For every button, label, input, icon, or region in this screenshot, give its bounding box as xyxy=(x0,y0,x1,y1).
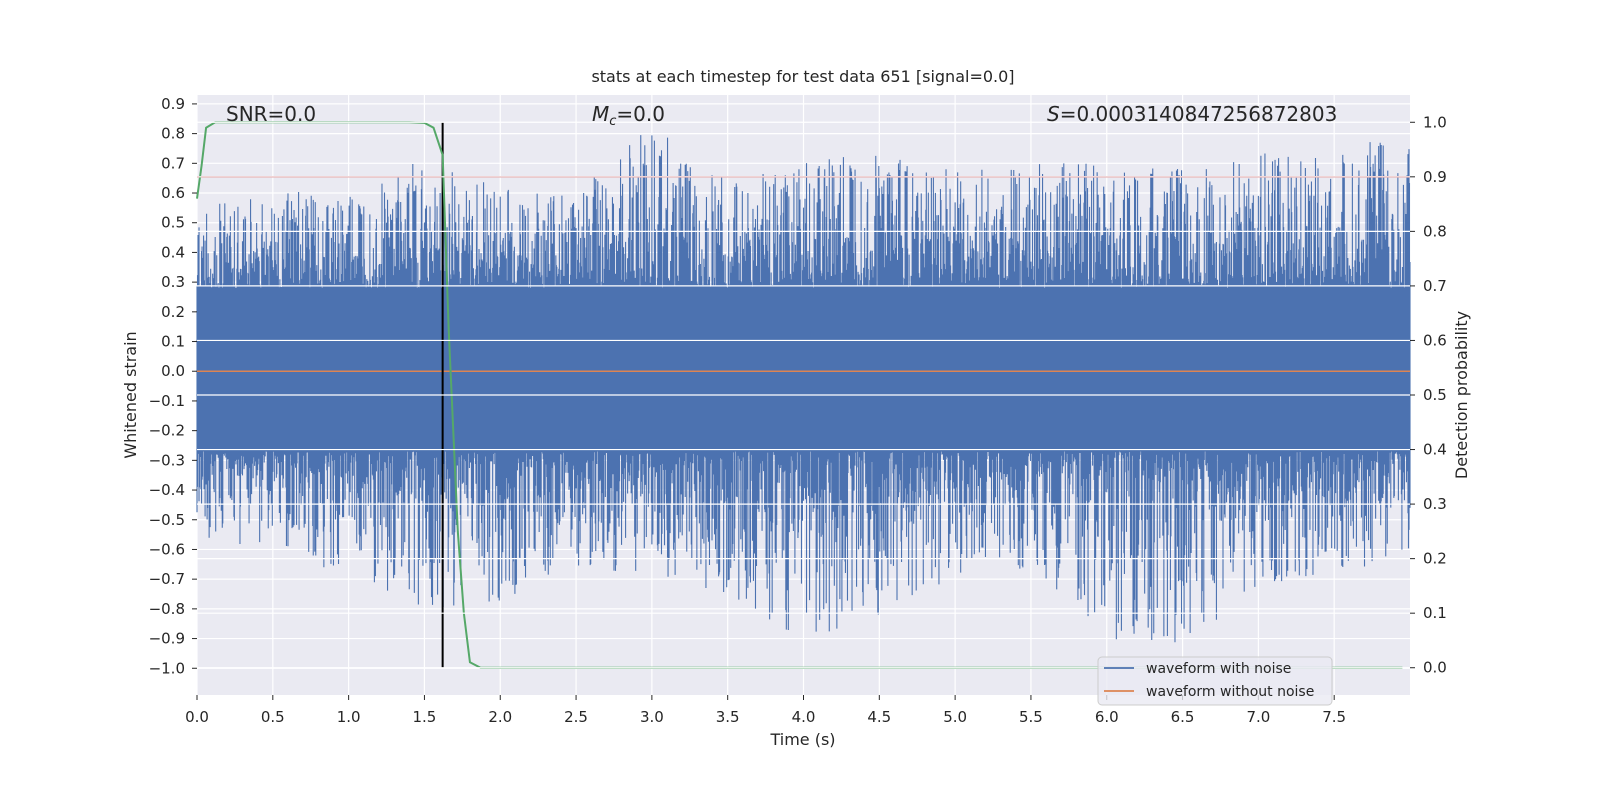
legend: waveform with noise waveform without noi… xyxy=(1097,656,1333,706)
left-y-tick-label: −0.6 xyxy=(149,540,185,558)
left-y-tick-label: 0.5 xyxy=(161,214,185,232)
x-tick-label: 0.5 xyxy=(261,708,285,726)
right-y-tick-label: 0.4 xyxy=(1423,441,1447,459)
left-y-tick-label: −0.7 xyxy=(149,570,185,588)
right-y-tick-label: 0.1 xyxy=(1423,604,1447,622)
right-y-axis-ticks: 1.0 0.9 0.8 0.7 0.6 0.5 0.4 0.3 0.2 0.1 0.0 xyxy=(1410,113,1447,677)
x-axis-ticks: 0.0 0.5 1.0 1.5 2.0 2.5 3.0 3.5 4.0 4.5 5.0 5.5 6.0 6… xyxy=(185,695,1346,726)
left-y-tick-label: 0.2 xyxy=(161,303,185,321)
left-y-tick-label: −0.5 xyxy=(149,511,185,529)
x-tick-label: 5.5 xyxy=(1019,708,1043,726)
mc-symbol: M xyxy=(592,102,609,126)
left-y-tick-label: −0.9 xyxy=(149,630,185,648)
left-y-tick-label: −0.8 xyxy=(149,600,185,618)
right-y-tick-label: 0.5 xyxy=(1423,386,1447,404)
left-y-axis-label: Whitened strain xyxy=(121,331,140,458)
legend-label-clean: waveform without noise xyxy=(1146,684,1314,700)
left-y-tick-label: 0.3 xyxy=(161,273,185,291)
x-tick-label: 2.5 xyxy=(564,708,588,726)
right-y-tick-label: 1.0 xyxy=(1423,113,1447,131)
x-tick-label: 3.5 xyxy=(716,708,740,726)
waveform-with-noise-series xyxy=(196,135,1411,643)
left-y-tick-label: 0.6 xyxy=(161,184,185,202)
left-y-tick-label: −0.1 xyxy=(149,392,185,410)
s-value: =0.000314084725687280​3 xyxy=(1060,102,1338,126)
left-y-tick-label: 0.8 xyxy=(161,125,185,143)
snr-annotation: SNR=0.0 xyxy=(226,102,316,126)
x-tick-label: 0.0 xyxy=(185,708,209,726)
x-tick-label: 5.0 xyxy=(943,708,967,726)
left-y-tick-label: 0.7 xyxy=(161,154,185,172)
right-y-tick-label: 0.8 xyxy=(1423,222,1447,240)
right-y-tick-label: 0.6 xyxy=(1423,331,1447,349)
left-y-tick-label: −0.3 xyxy=(149,451,185,469)
left-y-tick-label: 0.0 xyxy=(161,362,185,380)
x-tick-label: 7.0 xyxy=(1246,708,1270,726)
x-tick-label: 1.5 xyxy=(413,708,437,726)
mc-annotation: Mc=0.0 xyxy=(592,102,665,129)
left-y-tick-label: −0.4 xyxy=(149,481,185,499)
right-y-axis-label: Detection probability xyxy=(1452,311,1471,479)
s-annotation: S=0.000314084725687280​3 xyxy=(1047,102,1337,126)
left-y-tick-label: −0.2 xyxy=(149,422,185,440)
x-axis-label: Time (s) xyxy=(769,730,835,749)
mc-value: =0.0 xyxy=(616,102,665,126)
right-y-tick-label: 0.2 xyxy=(1423,550,1447,568)
legend-label-noise: waveform with noise xyxy=(1146,661,1291,677)
s-symbol: S xyxy=(1047,102,1060,126)
x-tick-label: 1.0 xyxy=(337,708,361,726)
left-y-tick-label: 0.4 xyxy=(161,243,185,261)
mc-subscript: c xyxy=(609,114,616,129)
right-y-tick-label: 0.0 xyxy=(1423,659,1447,677)
x-tick-label: 4.5 xyxy=(867,708,891,726)
left-y-tick-label: −1.0 xyxy=(149,659,185,677)
left-y-axis-ticks: 0.9 0.8 0.7 0.6 0.5 0.4 0.3 0.2 0.1 0.0 −0.1 −0.2 −0… xyxy=(149,95,197,677)
x-tick-label: 3.0 xyxy=(640,708,664,726)
left-y-tick-label: 0.1 xyxy=(161,333,185,351)
x-tick-label: 2.0 xyxy=(488,708,512,726)
x-tick-label: 6.0 xyxy=(1095,708,1119,726)
chart-title: stats at each timestep for test data 651… xyxy=(591,67,1014,86)
right-y-tick-label: 0.9 xyxy=(1423,168,1447,186)
x-tick-label: 4.0 xyxy=(792,708,816,726)
legend-box xyxy=(1097,656,1333,706)
x-tick-label: 7.5 xyxy=(1322,708,1346,726)
right-y-tick-label: 0.7 xyxy=(1423,277,1447,295)
x-tick-label: 6.5 xyxy=(1171,708,1195,726)
left-y-tick-label: 0.9 xyxy=(161,95,185,113)
right-y-tick-label: 0.3 xyxy=(1423,495,1447,513)
